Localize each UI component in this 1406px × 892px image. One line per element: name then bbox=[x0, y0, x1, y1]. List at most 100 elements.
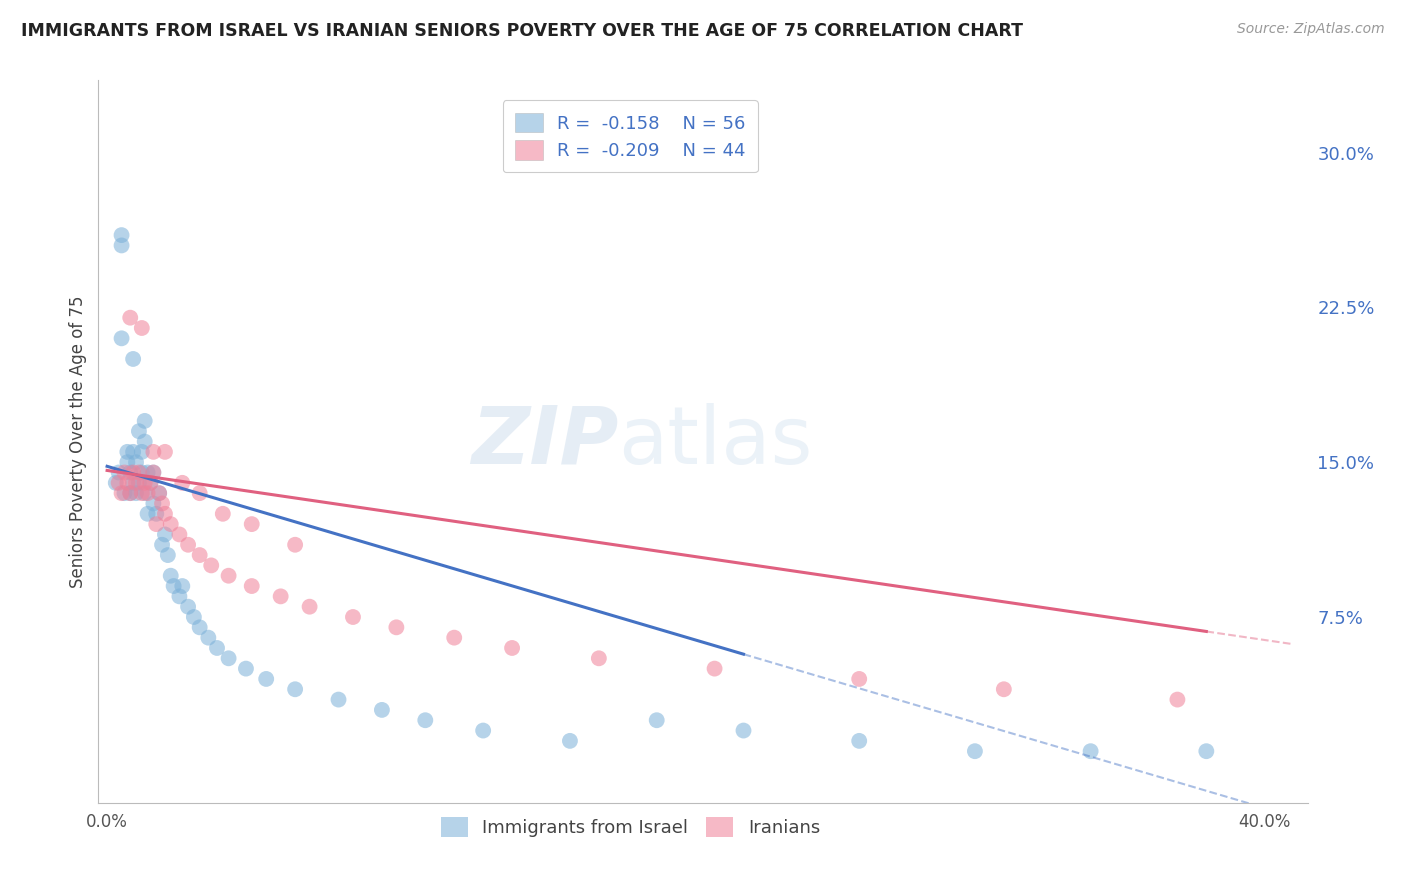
Point bbox=[142, 466, 165, 480]
Point bbox=[122, 475, 145, 490]
Point bbox=[134, 486, 156, 500]
Point bbox=[188, 548, 211, 562]
Point bbox=[110, 486, 132, 500]
Text: IMMIGRANTS FROM ISRAEL VS IRANIAN SENIORS POVERTY OVER THE AGE OF 75 CORRELATION: IMMIGRANTS FROM ISRAEL VS IRANIAN SENIOR… bbox=[21, 22, 1024, 40]
Point bbox=[148, 486, 170, 500]
Point bbox=[122, 351, 145, 366]
Point bbox=[254, 672, 277, 686]
Point bbox=[218, 568, 240, 582]
Point bbox=[177, 538, 200, 552]
Point bbox=[153, 527, 176, 541]
Point bbox=[136, 507, 159, 521]
Point bbox=[120, 310, 142, 325]
Point bbox=[156, 548, 179, 562]
Point bbox=[136, 466, 159, 480]
Text: atlas: atlas bbox=[619, 402, 813, 481]
Point bbox=[128, 475, 150, 490]
Point bbox=[501, 640, 523, 655]
Point bbox=[134, 414, 156, 428]
Point bbox=[284, 682, 307, 697]
Point bbox=[150, 496, 173, 510]
Point bbox=[413, 713, 436, 727]
Point bbox=[114, 486, 136, 500]
Point bbox=[385, 620, 408, 634]
Point bbox=[153, 507, 176, 521]
Point bbox=[284, 538, 307, 552]
Point bbox=[110, 238, 132, 252]
Point bbox=[169, 590, 191, 604]
Point bbox=[142, 466, 165, 480]
Point bbox=[472, 723, 495, 738]
Point bbox=[1166, 692, 1188, 706]
Point bbox=[197, 631, 219, 645]
Point bbox=[177, 599, 200, 614]
Point bbox=[120, 486, 142, 500]
Point bbox=[183, 610, 205, 624]
Point bbox=[120, 466, 142, 480]
Point bbox=[150, 538, 173, 552]
Point bbox=[148, 486, 170, 500]
Y-axis label: Seniors Poverty Over the Age of 75: Seniors Poverty Over the Age of 75 bbox=[69, 295, 87, 588]
Point bbox=[588, 651, 610, 665]
Point bbox=[211, 507, 233, 521]
Point bbox=[200, 558, 222, 573]
Point bbox=[270, 590, 292, 604]
Point bbox=[125, 486, 148, 500]
Point bbox=[558, 734, 581, 748]
Point bbox=[153, 445, 176, 459]
Point bbox=[703, 662, 725, 676]
Point bbox=[131, 445, 153, 459]
Point bbox=[134, 475, 156, 490]
Point bbox=[848, 672, 870, 686]
Point bbox=[142, 445, 165, 459]
Point bbox=[139, 475, 162, 490]
Point bbox=[963, 744, 986, 758]
Point bbox=[117, 455, 139, 469]
Point bbox=[645, 713, 668, 727]
Point bbox=[142, 496, 165, 510]
Point bbox=[125, 475, 148, 490]
Point bbox=[110, 331, 132, 345]
Point bbox=[128, 424, 150, 438]
Point bbox=[159, 568, 181, 582]
Point bbox=[371, 703, 394, 717]
Text: ZIP: ZIP bbox=[471, 402, 619, 481]
Point bbox=[159, 517, 181, 532]
Point bbox=[110, 228, 132, 243]
Point bbox=[205, 640, 228, 655]
Point bbox=[443, 631, 465, 645]
Point bbox=[1195, 744, 1218, 758]
Point bbox=[122, 466, 145, 480]
Point bbox=[139, 475, 162, 490]
Point bbox=[188, 620, 211, 634]
Point bbox=[733, 723, 755, 738]
Point bbox=[145, 507, 167, 521]
Point bbox=[131, 486, 153, 500]
Point bbox=[114, 466, 136, 480]
Point bbox=[104, 475, 127, 490]
Point bbox=[131, 321, 153, 335]
Point bbox=[169, 527, 191, 541]
Point bbox=[117, 475, 139, 490]
Point bbox=[117, 445, 139, 459]
Point bbox=[107, 466, 129, 480]
Point bbox=[128, 466, 150, 480]
Point bbox=[162, 579, 184, 593]
Point bbox=[131, 466, 153, 480]
Point bbox=[172, 475, 194, 490]
Point bbox=[298, 599, 321, 614]
Point bbox=[240, 579, 263, 593]
Point bbox=[240, 517, 263, 532]
Point bbox=[1080, 744, 1102, 758]
Point bbox=[848, 734, 870, 748]
Point bbox=[125, 455, 148, 469]
Point bbox=[122, 445, 145, 459]
Legend: Immigrants from Israel, Iranians: Immigrants from Israel, Iranians bbox=[433, 810, 827, 845]
Point bbox=[134, 434, 156, 449]
Point bbox=[120, 486, 142, 500]
Text: Source: ZipAtlas.com: Source: ZipAtlas.com bbox=[1237, 22, 1385, 37]
Point bbox=[235, 662, 257, 676]
Point bbox=[107, 475, 129, 490]
Point bbox=[136, 486, 159, 500]
Point bbox=[342, 610, 364, 624]
